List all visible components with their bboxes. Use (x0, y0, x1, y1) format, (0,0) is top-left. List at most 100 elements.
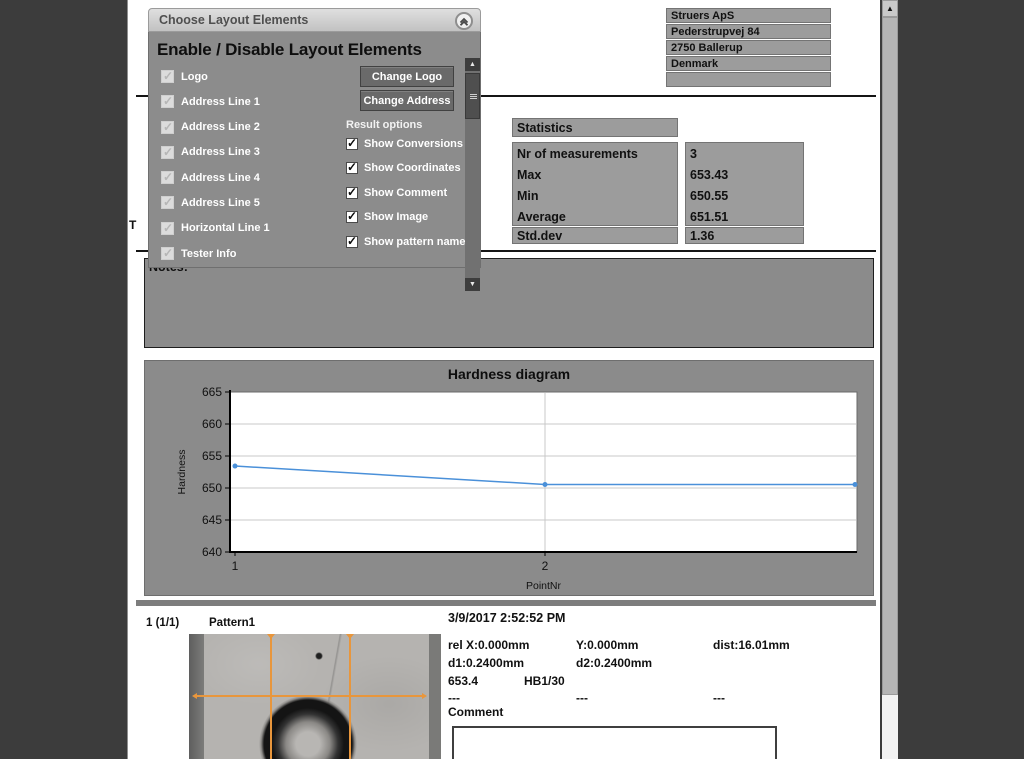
dash-1: --- (448, 691, 460, 705)
address-3-checkbox[interactable] (161, 145, 174, 159)
stat-value: 651.51 (690, 210, 729, 224)
notes-area: Notes: (144, 258, 874, 348)
specimen-image (189, 634, 441, 759)
result-checkbox-list: Show Conversions Show Coordinates Show C… (346, 136, 466, 260)
hardness-scale: HB1/30 (524, 674, 565, 688)
checkbox-row-address-5[interactable]: Address Line 5 (161, 195, 270, 210)
checkbox-label: Address Line 5 (181, 196, 260, 209)
show-coordinates-checkbox[interactable] (346, 160, 358, 174)
checkbox-row-show-comment[interactable]: Show Comment (346, 185, 465, 199)
tester-info-checkbox[interactable] (161, 246, 174, 261)
show-comment-checkbox[interactable] (346, 185, 358, 199)
hardness-value: 653.4 (448, 674, 479, 688)
horizontal-rule-top (136, 95, 876, 97)
scrollbar-thumb[interactable] (882, 17, 898, 695)
checkbox-row-address-1[interactable]: Address Line 1 (161, 94, 270, 109)
scrollbar-grip-icon (470, 94, 477, 99)
dash-3: --- (713, 691, 725, 705)
horizontal-line-checkbox[interactable] (161, 221, 174, 235)
comment-label: Comment (448, 705, 504, 719)
pattern-name: Pattern1 (209, 617, 256, 629)
stat-label: Average (517, 210, 566, 224)
checkbox-label: Address Line 3 (181, 146, 260, 159)
dialog-scroll-down-button[interactable]: ▼ (465, 278, 480, 291)
address-4-checkbox[interactable] (161, 170, 174, 185)
stddev-value: 1.36 (685, 227, 804, 244)
checkbox-label: Horizontal Line 1 (181, 222, 270, 235)
checkbox-label: Address Line 1 (181, 95, 260, 108)
checkbox-row-logo[interactable]: Logo (161, 69, 270, 83)
dist-value: dist:16.01mm (713, 638, 790, 652)
address-1-checkbox[interactable] (161, 94, 174, 109)
checkbox-row-show-pattern-name[interactable]: Show pattern name (346, 234, 466, 248)
address-line-1: Struers ApS (666, 8, 831, 23)
address-line-3: 2750 Ballerup (666, 40, 831, 55)
dialog-heading: Enable / Disable Layout Elements (157, 40, 422, 59)
hardness-chart-panel: Hardness diagram 640 645 650 655 660 665 1 2 Har… (144, 360, 874, 596)
section-separator (136, 600, 876, 606)
scroll-up-button[interactable]: ▲ (882, 0, 898, 17)
checkbox-label: Show Comment (364, 186, 448, 199)
checkbox-row-show-coordinates[interactable]: Show Coordinates (346, 160, 465, 175)
dash-2: --- (576, 691, 588, 705)
stat-value: 3 (690, 147, 697, 161)
checkbox-row-address-3[interactable]: Address Line 3 (161, 145, 270, 159)
checkbox-label: Logo (181, 70, 208, 83)
svg-text:665: 665 (202, 385, 222, 399)
address-line-2: Pederstrupvej 84 (666, 24, 831, 39)
dialog-scrollbar-thumb[interactable] (465, 73, 480, 119)
checkbox-row-tester-info[interactable]: Tester Info (161, 246, 270, 261)
stat-value: 653.43 (690, 168, 729, 182)
statistics-header: Statistics (512, 118, 678, 137)
d1-value: d1:0.2400mm (448, 656, 525, 670)
measure-line-horizontal (192, 693, 427, 699)
svg-text:660: 660 (202, 417, 222, 431)
measure-line-vertical-2 (346, 634, 354, 759)
main-scrollbar[interactable]: ▲ (882, 0, 898, 759)
show-image-checkbox[interactable] (346, 209, 358, 223)
address-2-checkbox[interactable] (161, 120, 174, 134)
dialog-title: Choose Layout Elements (159, 13, 309, 27)
checkbox-row-show-image[interactable]: Show Image (346, 209, 465, 224)
address-block: Struers ApS Pederstrupvej 84 2750 Baller… (666, 8, 831, 88)
dialog-scroll-up-button[interactable]: ▲ (465, 58, 480, 71)
svg-text:645: 645 (202, 513, 222, 527)
checkbox-row-address-2[interactable]: Address Line 2 (161, 120, 270, 134)
rel-x-value: rel X:0.000mm (448, 638, 530, 652)
address-5-checkbox[interactable] (161, 195, 174, 210)
dialog-scrollbar[interactable]: ▲ ▼ (465, 58, 480, 291)
statistics-labels: Nr of measurements Max Min Average (512, 142, 678, 226)
svg-text:655: 655 (202, 449, 222, 463)
y-value: Y:0.000mm (576, 638, 639, 652)
show-conversions-checkbox[interactable] (346, 136, 358, 150)
checkbox-label: Show pattern name (364, 235, 466, 248)
statistics-values: 3 653.43 650.55 651.51 (685, 142, 804, 226)
address-line-5 (666, 72, 831, 87)
svg-text:2: 2 (542, 559, 549, 573)
collapse-button[interactable] (455, 12, 473, 30)
svg-text:1: 1 (232, 559, 239, 573)
change-logo-button[interactable]: Change Logo (360, 66, 454, 87)
checkbox-row-horizontal-line[interactable]: Horizontal Line 1 (161, 221, 270, 235)
svg-text:Hardness: Hardness (176, 450, 188, 495)
svg-text:640: 640 (202, 545, 222, 559)
change-address-button[interactable]: Change Address (360, 90, 454, 111)
checkbox-label: Address Line 2 (181, 121, 260, 134)
chevron-up-icon (459, 17, 469, 26)
checkbox-row-address-4[interactable]: Address Line 4 (161, 170, 270, 185)
choose-layout-dialog: Choose Layout Elements Enable / Disable … (148, 8, 481, 291)
chart-title: Hardness diagram (447, 366, 571, 382)
show-pattern-name-checkbox[interactable] (346, 234, 358, 248)
comment-input[interactable] (452, 726, 777, 759)
checkbox-row-show-conversions[interactable]: Show Conversions (346, 136, 465, 150)
checkbox-label: Show Conversions (364, 137, 464, 150)
stat-label: Max (517, 168, 542, 182)
address-line-4: Denmark (666, 56, 831, 71)
dialog-titlebar[interactable]: Choose Layout Elements (148, 8, 481, 32)
svg-text:PointNr: PointNr (526, 580, 562, 592)
logo-checkbox[interactable] (161, 69, 174, 83)
result-options-label: Result options (346, 119, 423, 131)
covered-text-fragment: T (129, 218, 137, 232)
measurement-timestamp: 3/9/2017 2:52:52 PM (448, 611, 566, 625)
